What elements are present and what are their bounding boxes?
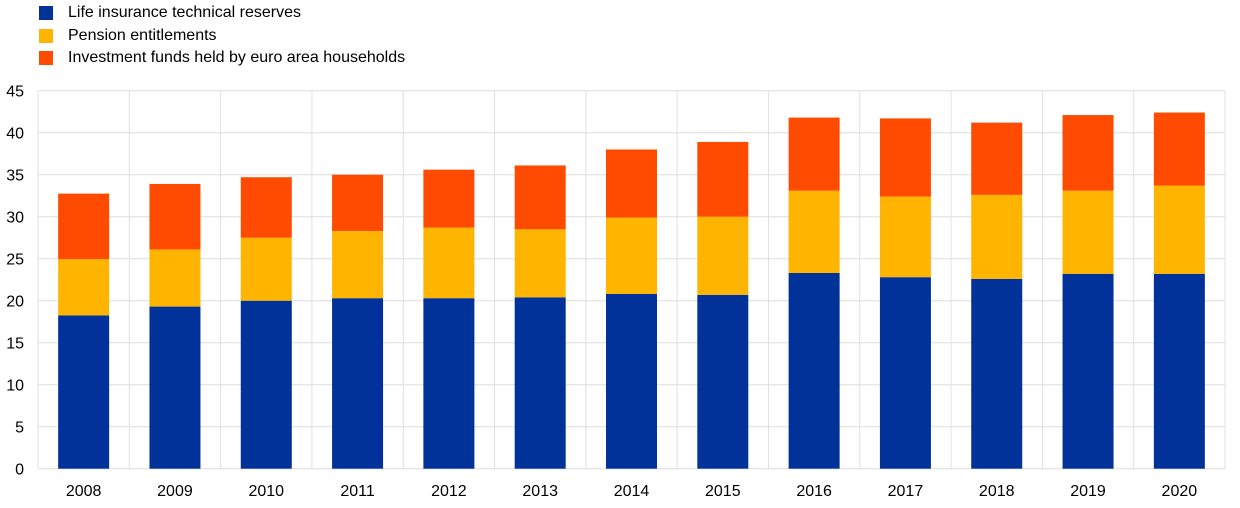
bar-segment-investment-funds xyxy=(788,117,840,191)
y-tick-label: 0 xyxy=(15,462,24,479)
x-tick-label: 2020 xyxy=(1162,483,1198,500)
bar-segment-investment-funds xyxy=(514,165,566,230)
legend-swatch xyxy=(39,6,53,21)
y-tick-label: 25 xyxy=(6,252,24,269)
bar-segment-pension xyxy=(423,227,475,299)
y-tick-label: 15 xyxy=(6,336,24,353)
legend-label: Life insurance technical reserves xyxy=(68,4,302,22)
bar-segment-life-insurance xyxy=(879,277,931,469)
bar-segment-life-insurance xyxy=(1153,273,1205,469)
x-tick-label: 2017 xyxy=(888,483,924,500)
y-tick-label: 40 xyxy=(6,126,24,143)
bar-segment-pension xyxy=(971,194,1023,279)
x-tick-label: 2016 xyxy=(796,483,832,500)
bar-segment-life-insurance xyxy=(606,293,657,469)
x-tick-label: 2011 xyxy=(340,483,375,500)
bar-segment-investment-funds xyxy=(971,122,1023,195)
bar-segment-pension xyxy=(240,237,292,301)
y-tick-label: 10 xyxy=(6,378,24,395)
bar-segment-pension xyxy=(879,196,931,278)
legend-item-investment-funds: Investment funds held by euro area house… xyxy=(39,47,405,70)
bar-segment-life-insurance xyxy=(332,298,384,469)
bar-segment-life-insurance xyxy=(149,306,201,469)
legend-swatch xyxy=(39,28,53,43)
bar-segment-life-insurance xyxy=(788,272,840,469)
bar-segment-life-insurance xyxy=(697,294,749,469)
x-tick-label: 2015 xyxy=(705,483,741,500)
x-tick-label: 2013 xyxy=(522,483,558,500)
bar-segment-investment-funds xyxy=(879,118,931,197)
y-tick-label: 30 xyxy=(6,210,24,227)
bar-segment-pension xyxy=(332,230,384,299)
bar-segment-investment-funds xyxy=(606,149,657,218)
bar-segment-life-insurance xyxy=(514,297,566,469)
x-tick-label: 2018 xyxy=(979,483,1015,500)
x-tick-label: 2009 xyxy=(157,483,193,500)
y-tick-label: 20 xyxy=(6,294,24,311)
legend-swatch xyxy=(39,51,53,66)
bar-segment-pension xyxy=(788,190,840,273)
bar-segment-life-insurance xyxy=(240,300,292,469)
bar-segment-life-insurance xyxy=(971,278,1023,469)
x-tick-label: 2012 xyxy=(431,483,467,500)
chart-legend: Life insurance technical reserves Pensio… xyxy=(39,2,405,70)
bar-segment-pension xyxy=(58,259,110,316)
x-tick-label: 2008 xyxy=(66,483,102,500)
bar-segment-pension xyxy=(697,216,749,295)
bar-segment-pension xyxy=(606,217,657,294)
legend-item-life-insurance: Life insurance technical reserves xyxy=(39,2,405,25)
bar-segment-investment-funds xyxy=(58,193,110,260)
bar-segment-investment-funds xyxy=(697,141,749,217)
legend-label: Pension entitlements xyxy=(68,26,217,44)
bar-segment-pension xyxy=(1062,190,1114,274)
bar-segment-life-insurance xyxy=(58,315,110,469)
bar-segment-pension xyxy=(514,229,566,298)
bar-segment-pension xyxy=(1153,185,1205,274)
bar-segment-investment-funds xyxy=(1153,112,1205,186)
bar-segment-pension xyxy=(149,249,201,307)
x-tick-label: 2010 xyxy=(248,483,284,500)
y-tick-label: 5 xyxy=(15,420,24,437)
legend-label: Investment funds held by euro area house… xyxy=(68,49,406,67)
bar-segment-investment-funds xyxy=(1062,115,1114,191)
bar-segment-investment-funds xyxy=(149,183,201,250)
y-tick-label: 45 xyxy=(6,84,24,101)
y-tick-label: 35 xyxy=(6,168,24,185)
bar-segment-investment-funds xyxy=(423,169,475,228)
x-tick-label: 2014 xyxy=(614,483,650,500)
legend-item-pension: Pension entitlements xyxy=(39,25,405,48)
bar-segment-life-insurance xyxy=(1062,273,1114,469)
bar-segment-life-insurance xyxy=(423,298,475,469)
bar-segment-investment-funds xyxy=(332,174,384,231)
bar-segment-investment-funds xyxy=(240,177,292,238)
x-tick-label: 2019 xyxy=(1070,483,1106,500)
